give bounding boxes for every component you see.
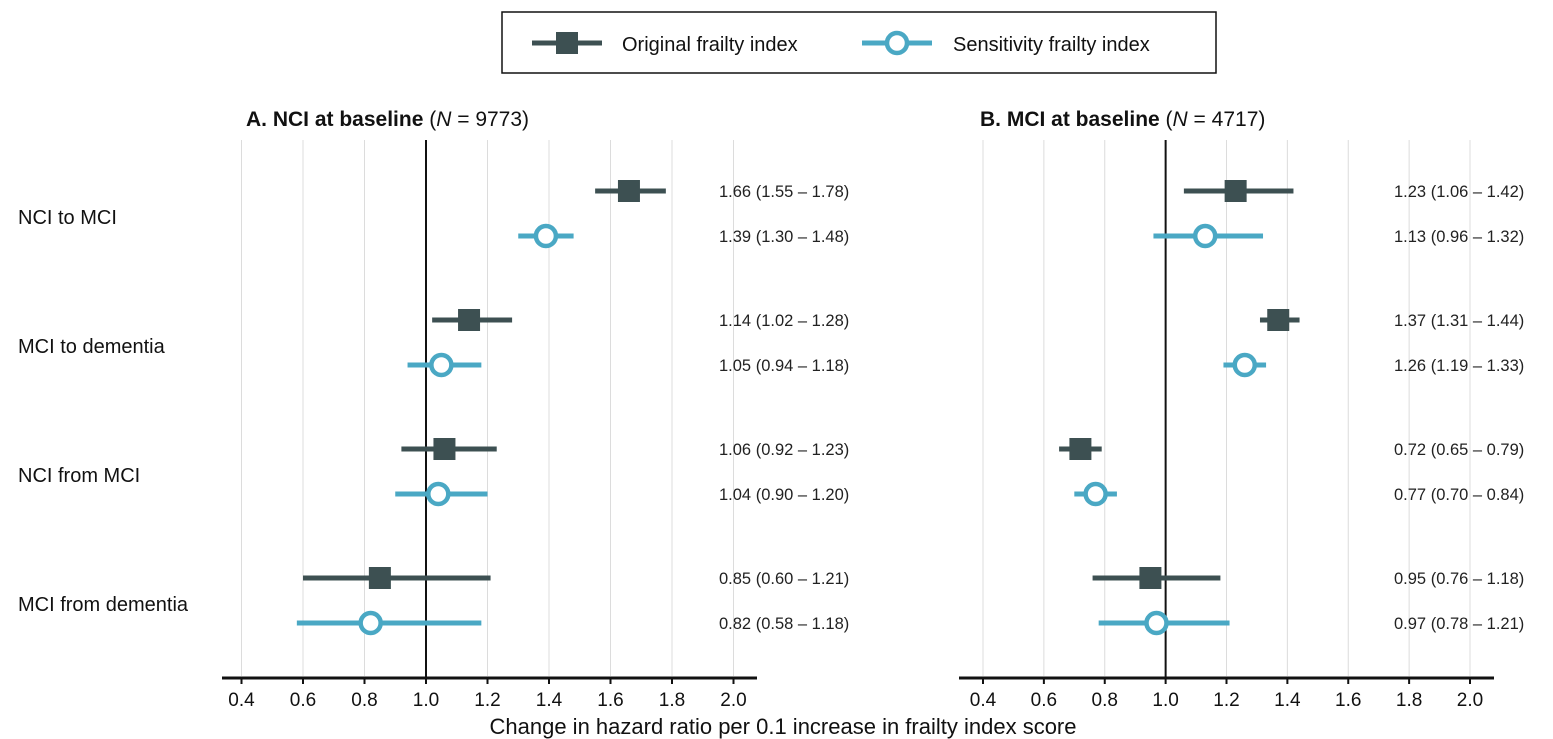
ci-label-original-nci-from-mci: 1.06 (0.92 – 1.23) bbox=[719, 441, 849, 459]
ci-label-sensitivity-nci-to-mci: 1.39 (1.30 – 1.48) bbox=[719, 228, 849, 246]
point-original-nci-from-mci bbox=[433, 438, 456, 460]
ci-label-original-mci-to-dementia: 1.37 (1.31 – 1.44) bbox=[1394, 312, 1524, 330]
point-sensitivity-nci-to-mci bbox=[1192, 223, 1218, 249]
panel-a: A. NCI at baseline (N = 9773) 0.4 0.6 0.8 1.… bbox=[222, 108, 849, 711]
x-tick-label-1.8: 1.8 bbox=[659, 690, 685, 711]
panel-title-bold: B. MCI at baseline bbox=[980, 108, 1160, 131]
point-original-mci-to-dementia bbox=[1267, 309, 1290, 331]
x-tick-label-0.8: 0.8 bbox=[351, 690, 377, 711]
x-tick-label-0.6: 0.6 bbox=[290, 690, 316, 711]
legend: Original frailty index Sensitivity frailt… bbox=[501, 11, 1217, 74]
legend-box bbox=[501, 11, 1217, 74]
point-sensitivity-mci-from-dementia bbox=[1144, 610, 1169, 636]
ci-label-original-nci-from-mci: 0.72 (0.65 – 0.79) bbox=[1394, 441, 1524, 459]
x-tick-label-1.0: 1.0 bbox=[413, 690, 439, 711]
legend-original-marker bbox=[556, 32, 578, 54]
x-tick-label-1.6: 1.6 bbox=[1335, 690, 1361, 711]
x-tick-label-2.0: 2.0 bbox=[1457, 690, 1483, 711]
point-sensitivity-nci-to-mci bbox=[533, 223, 559, 249]
x-tick-label-0.8: 0.8 bbox=[1092, 690, 1118, 711]
panel-title-n-symbol: N bbox=[436, 108, 452, 131]
ci-label-sensitivity-mci-to-dementia: 1.26 (1.19 – 1.33) bbox=[1394, 357, 1524, 375]
legend-sensitivity-marker bbox=[884, 30, 910, 56]
row-label-mci-from-dementia: MCI from dementia bbox=[18, 594, 189, 616]
row-labels: NCI to MCI MCI to dementia NCI from MCI MCI… bbox=[18, 207, 189, 616]
panel-b: B. MCI at baseline (N = 4717) 0.4 0.6 0.8 1.… bbox=[959, 108, 1524, 711]
point-original-nci-from-mci bbox=[1069, 438, 1092, 460]
ci-label-sensitivity-mci-from-dementia: 0.97 (0.78 – 1.21) bbox=[1394, 615, 1524, 633]
x-tick-label-0.6: 0.6 bbox=[1031, 690, 1057, 711]
row-label-mci-to-dementia: MCI to dementia bbox=[18, 336, 166, 358]
point-sensitivity-mci-to-dementia bbox=[1232, 352, 1258, 378]
ci-label-original-mci-from-dementia: 0.85 (0.60 – 1.21) bbox=[719, 570, 849, 588]
x-axis-title: Change in hazard ratio per 0.1 increase … bbox=[490, 714, 1077, 739]
x-tick-label-1.4: 1.4 bbox=[1274, 690, 1301, 711]
legend-sensitivity-label: Sensitivity frailty index bbox=[953, 34, 1150, 56]
panel-title: B. MCI at baseline (N = 4717) bbox=[980, 108, 1265, 131]
ci-label-original-nci-to-mci: 1.23 (1.06 – 1.42) bbox=[1394, 183, 1524, 201]
x-tick-label-0.4: 0.4 bbox=[970, 690, 997, 711]
point-original-nci-to-mci bbox=[1224, 180, 1247, 202]
x-tick-label-1.8: 1.8 bbox=[1396, 690, 1422, 711]
ci-label-sensitivity-nci-from-mci: 1.04 (0.90 – 1.20) bbox=[719, 486, 849, 504]
ci-label-original-mci-to-dementia: 1.14 (1.02 – 1.28) bbox=[719, 312, 849, 330]
panel-title-n-value: = 4717) bbox=[1188, 108, 1266, 131]
ci-label-sensitivity-nci-from-mci: 0.77 (0.70 – 0.84) bbox=[1394, 486, 1524, 504]
x-tick-label-2.0: 2.0 bbox=[720, 690, 746, 711]
point-original-mci-to-dementia bbox=[458, 309, 481, 331]
point-sensitivity-nci-from-mci bbox=[1083, 481, 1108, 507]
row-label-nci-to-mci: NCI to MCI bbox=[18, 207, 117, 229]
point-original-nci-to-mci bbox=[617, 180, 640, 202]
x-tick-label-1.6: 1.6 bbox=[597, 690, 623, 711]
row-label-nci-from-mci: NCI from MCI bbox=[18, 465, 140, 487]
ci-label-original-mci-from-dementia: 0.95 (0.76 – 1.18) bbox=[1394, 570, 1524, 588]
point-sensitivity-mci-to-dementia bbox=[429, 352, 454, 378]
panel-title-paren: ( bbox=[423, 108, 436, 131]
panel-title-n-value: = 9773) bbox=[451, 108, 529, 131]
x-tick-label-1.0: 1.0 bbox=[1152, 690, 1178, 711]
panel-title-paren: ( bbox=[1160, 108, 1173, 131]
point-sensitivity-nci-from-mci bbox=[426, 481, 451, 507]
x-tick-label-1.2: 1.2 bbox=[1213, 690, 1239, 711]
ci-label-sensitivity-nci-to-mci: 1.13 (0.96 – 1.32) bbox=[1394, 228, 1524, 246]
panel-title: A. NCI at baseline (N = 9773) bbox=[246, 108, 529, 131]
point-original-mci-from-dementia bbox=[368, 567, 391, 589]
legend-original-label: Original frailty index bbox=[622, 34, 798, 56]
x-tick-label-1.4: 1.4 bbox=[536, 690, 563, 711]
ci-label-original-nci-to-mci: 1.66 (1.55 – 1.78) bbox=[719, 183, 849, 201]
point-sensitivity-mci-from-dementia bbox=[358, 610, 383, 636]
panel-title-bold: A. NCI at baseline bbox=[246, 108, 423, 131]
panels: A. NCI at baseline (N = 9773)0.4 0.6 0.8 1.… bbox=[222, 108, 1524, 711]
point-original-mci-from-dementia bbox=[1139, 567, 1162, 589]
ci-label-sensitivity-mci-from-dementia: 0.82 (0.58 – 1.18) bbox=[719, 615, 849, 633]
x-tick-label-1.2: 1.2 bbox=[474, 690, 500, 711]
panel-title-n-symbol: N bbox=[1173, 108, 1189, 131]
ci-label-sensitivity-mci-to-dementia: 1.05 (0.94 – 1.18) bbox=[719, 357, 849, 375]
x-tick-label-0.4: 0.4 bbox=[228, 690, 255, 711]
